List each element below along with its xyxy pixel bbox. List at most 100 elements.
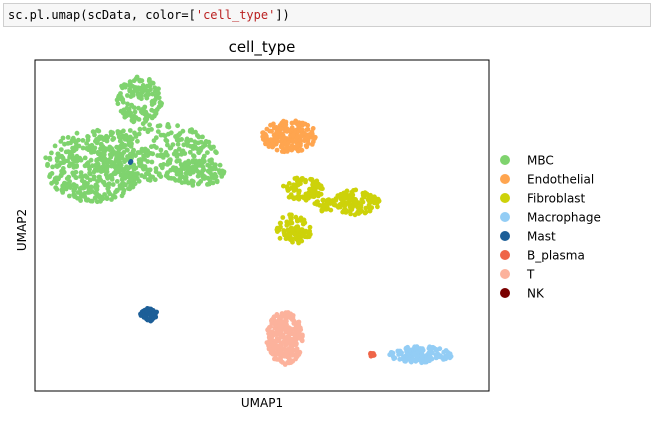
point-mbc bbox=[149, 144, 154, 150]
point-fibroblast bbox=[310, 179, 316, 184]
point-mbc bbox=[190, 181, 195, 187]
point-mbc bbox=[137, 78, 143, 84]
point-mbc bbox=[162, 152, 168, 157]
legend-label-t: T bbox=[526, 268, 535, 282]
point-mbc bbox=[179, 180, 185, 186]
point-mbc bbox=[149, 159, 155, 165]
point-endothelial bbox=[294, 134, 300, 140]
point-mbc bbox=[122, 143, 128, 148]
legend-label-endothelial: Endothelial bbox=[527, 173, 594, 187]
point-mast bbox=[127, 160, 133, 166]
point-mbc bbox=[71, 182, 77, 187]
point-macrophage bbox=[435, 351, 441, 357]
point-mbc bbox=[123, 82, 129, 88]
point-mbc bbox=[114, 97, 120, 103]
point-mbc bbox=[105, 186, 111, 192]
point-mbc bbox=[212, 173, 218, 179]
point-mbc bbox=[207, 158, 213, 164]
point-mbc bbox=[142, 126, 147, 132]
point-mbc bbox=[147, 167, 153, 173]
point-mbc bbox=[133, 134, 139, 139]
point-mbc bbox=[151, 109, 157, 114]
point-endothelial bbox=[264, 126, 270, 132]
point-mbc bbox=[127, 128, 133, 133]
legend-marker-macrophage bbox=[500, 212, 510, 222]
code-text-suffix: ]) bbox=[275, 8, 290, 22]
point-fibroblast bbox=[370, 196, 376, 202]
point-mbc bbox=[109, 177, 115, 182]
point-fibroblast bbox=[368, 192, 373, 198]
point-endothelial bbox=[305, 122, 311, 128]
point-mbc bbox=[110, 137, 116, 142]
point-mbc bbox=[118, 138, 123, 144]
point-mbc bbox=[176, 167, 182, 173]
point-macrophage bbox=[404, 346, 410, 352]
point-endothelial bbox=[279, 149, 285, 154]
point-mbc bbox=[166, 124, 172, 130]
point-mbc bbox=[154, 89, 160, 95]
point-fibroblast bbox=[331, 202, 337, 208]
point-mbc bbox=[158, 147, 164, 153]
legend-label-nk: NK bbox=[527, 287, 545, 301]
point-mbc bbox=[95, 139, 100, 144]
point-t bbox=[276, 318, 282, 324]
point-endothelial bbox=[289, 120, 295, 126]
point-mbc bbox=[115, 158, 121, 164]
point-mbc bbox=[119, 96, 124, 102]
point-t bbox=[290, 343, 296, 349]
point-mbc bbox=[197, 158, 203, 164]
point-fibroblast bbox=[286, 181, 292, 186]
point-fibroblast bbox=[366, 202, 372, 208]
point-mbc bbox=[217, 170, 223, 175]
point-mbc bbox=[118, 91, 123, 96]
point-mbc bbox=[58, 139, 64, 144]
point-macrophage bbox=[397, 356, 403, 362]
point-mbc bbox=[174, 158, 180, 164]
point-mbc bbox=[136, 117, 142, 122]
point-fibroblast bbox=[287, 186, 292, 192]
point-mbc bbox=[125, 93, 130, 98]
point-endothelial bbox=[278, 126, 284, 132]
point-mbc bbox=[107, 191, 113, 197]
plot-frame bbox=[34, 59, 490, 392]
point-t bbox=[286, 346, 292, 352]
point-mbc bbox=[145, 159, 151, 164]
point-mast bbox=[142, 314, 148, 320]
point-mbc bbox=[147, 83, 153, 89]
point-mbc bbox=[125, 147, 130, 153]
point-t bbox=[300, 332, 305, 338]
point-fibroblast bbox=[315, 199, 320, 205]
point-mbc bbox=[93, 162, 99, 168]
point-fibroblast bbox=[280, 215, 286, 220]
point-mbc bbox=[83, 173, 88, 179]
point-fibroblast bbox=[351, 188, 356, 193]
point-fibroblast bbox=[359, 197, 365, 202]
code-cell[interactable]: sc.pl.umap(scData, color=['cell_type']) bbox=[3, 3, 651, 27]
point-mbc bbox=[214, 150, 219, 156]
point-mbc bbox=[131, 105, 137, 110]
point-mbc bbox=[110, 182, 116, 187]
point-t bbox=[278, 329, 283, 334]
point-endothelial bbox=[268, 138, 273, 143]
point-t bbox=[267, 338, 272, 344]
point-mbc bbox=[108, 159, 114, 165]
point-mbc bbox=[92, 195, 98, 201]
point-mbc bbox=[153, 135, 159, 141]
point-mbc bbox=[65, 158, 70, 164]
point-endothelial bbox=[274, 147, 280, 153]
point-macrophage bbox=[419, 353, 425, 358]
point-mbc bbox=[146, 92, 152, 97]
point-t bbox=[277, 314, 283, 320]
point-mbc bbox=[208, 180, 214, 185]
point-mbc bbox=[131, 118, 137, 124]
point-mbc bbox=[95, 157, 101, 162]
point-t bbox=[275, 344, 281, 349]
point-mbc bbox=[84, 197, 90, 203]
point-mbc bbox=[108, 132, 114, 138]
point-mbc bbox=[156, 95, 162, 101]
point-mbc bbox=[123, 182, 128, 188]
point-mbc bbox=[205, 150, 210, 155]
point-mbc bbox=[77, 190, 83, 195]
point-fibroblast bbox=[311, 194, 316, 199]
point-mbc bbox=[54, 158, 60, 164]
